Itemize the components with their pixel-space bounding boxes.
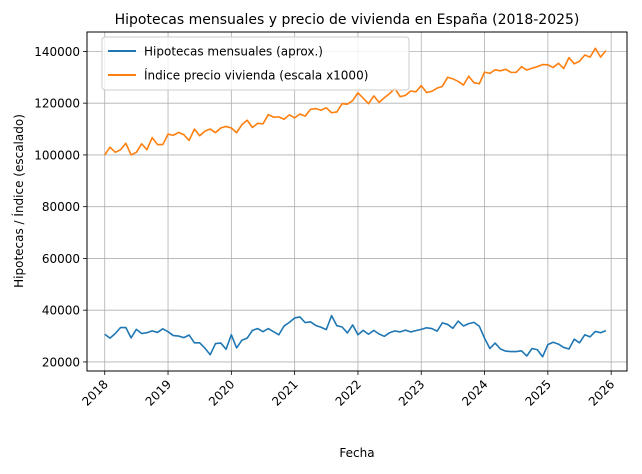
legend-label-indice: Índice precio vivienda (escala x1000) xyxy=(144,68,368,83)
series-line-0 xyxy=(104,314,607,358)
legend: Hipotecas mensuales (aprox.) Índice prec… xyxy=(101,36,410,91)
y-tick-label: 140000 xyxy=(34,45,80,59)
y-axis-label: Hipotecas / Índice (escalado) xyxy=(11,114,26,288)
chart-title: Hipotecas mensuales y precio de vivienda… xyxy=(115,12,580,28)
series-lines xyxy=(104,47,607,358)
y-tick-label: 80000 xyxy=(42,200,80,214)
x-axis-label: Fecha xyxy=(339,446,374,460)
y-tick-label: 60000 xyxy=(42,252,80,266)
y-tick-label: 120000 xyxy=(34,97,80,111)
y-tick-label: 20000 xyxy=(42,355,80,369)
plot-frame xyxy=(86,31,628,372)
y-axis-ticks: 20000 40000 60000 80000 100000 120000 140000 xyxy=(34,45,87,369)
legend-box xyxy=(101,36,410,91)
legend-label-hipotecas: Hipotecas mensuales (aprox.) xyxy=(144,45,323,59)
y-tick-label: 100000 xyxy=(34,148,80,162)
y-tick-label: 40000 xyxy=(42,304,80,318)
series-line-1 xyxy=(104,47,607,156)
